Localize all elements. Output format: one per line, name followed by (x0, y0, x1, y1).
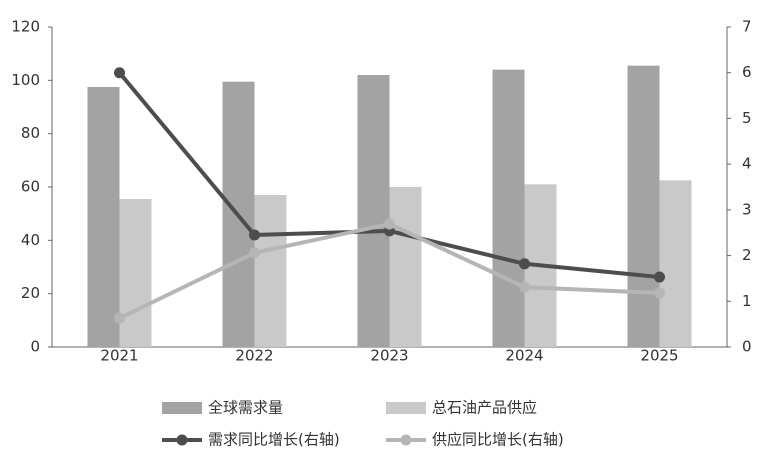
y-tick-label: 100 (11, 71, 40, 89)
legend-swatch (400, 434, 412, 446)
legend-label: 总石油产品供应 (432, 399, 537, 417)
bar (357, 75, 390, 347)
y-tick-label: 40 (21, 231, 40, 249)
y2-tick-label: 5 (742, 109, 752, 127)
legend-swatch (386, 402, 426, 414)
bar (87, 87, 120, 347)
bar (254, 195, 287, 347)
legend-label: 全球需求量 (208, 399, 283, 417)
line-marker (114, 312, 125, 324)
line-marker (654, 287, 665, 299)
bar (389, 187, 422, 347)
y-tick-label: 60 (21, 178, 40, 196)
y2-tick-label: 6 (742, 63, 752, 81)
line-marker (519, 281, 530, 293)
x-tick-label: 2024 (505, 347, 543, 365)
bar (627, 65, 660, 348)
y2-tick-label: 4 (742, 155, 752, 173)
y-tick-label: 80 (21, 124, 40, 142)
legend-label: 供应同比增长(右轴) (432, 431, 564, 449)
x-tick-label: 2023 (370, 347, 408, 365)
line-marker (384, 218, 395, 230)
bar (659, 180, 692, 347)
y2-tick-label: 3 (742, 200, 752, 218)
y2-tick-label: 7 (742, 18, 752, 36)
line-marker (519, 258, 530, 270)
legend-swatch (162, 402, 202, 414)
x-tick-label: 2021 (100, 347, 138, 365)
line-marker (249, 247, 260, 259)
y2-tick-label: 2 (742, 246, 752, 264)
line-marker (249, 229, 260, 241)
legend-swatch (176, 434, 188, 446)
legend-label: 需求同比增长(右轴) (208, 431, 340, 449)
bar (119, 199, 152, 347)
x-tick-label: 2022 (235, 347, 273, 365)
y2-tick-label: 0 (742, 338, 752, 356)
y-tick-label: 20 (21, 284, 40, 302)
x-tick-label: 2025 (640, 347, 678, 365)
line-marker (114, 67, 125, 79)
y2-tick-label: 1 (742, 292, 752, 310)
bar (492, 69, 525, 348)
y-tick-label: 0 (30, 338, 40, 356)
y-tick-label: 120 (11, 18, 40, 36)
line-marker (654, 271, 665, 283)
